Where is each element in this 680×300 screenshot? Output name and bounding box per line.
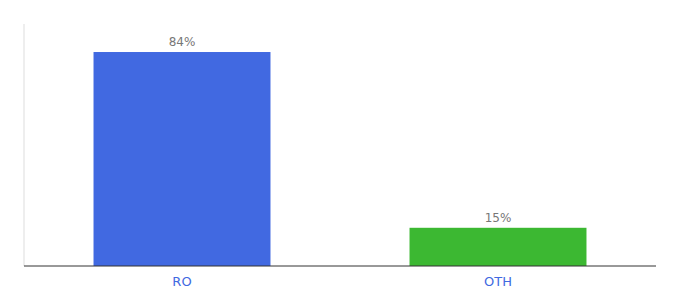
chart: RO OTH 84% 15%: [0, 0, 680, 300]
chart-container: RO OTH 84% 15%: [0, 0, 680, 300]
plot-area: RO OTH 84% 15%: [24, 24, 656, 289]
data-label: 84%: [169, 35, 196, 49]
data-label: 15%: [485, 211, 512, 225]
bars: [94, 52, 587, 266]
bar: [94, 52, 271, 266]
x-tick-label: OTH: [484, 274, 512, 289]
y-axis-line: [24, 24, 25, 266]
bar: [410, 228, 587, 266]
x-axis-line: [24, 266, 656, 267]
x-tick-label: RO: [172, 274, 191, 289]
